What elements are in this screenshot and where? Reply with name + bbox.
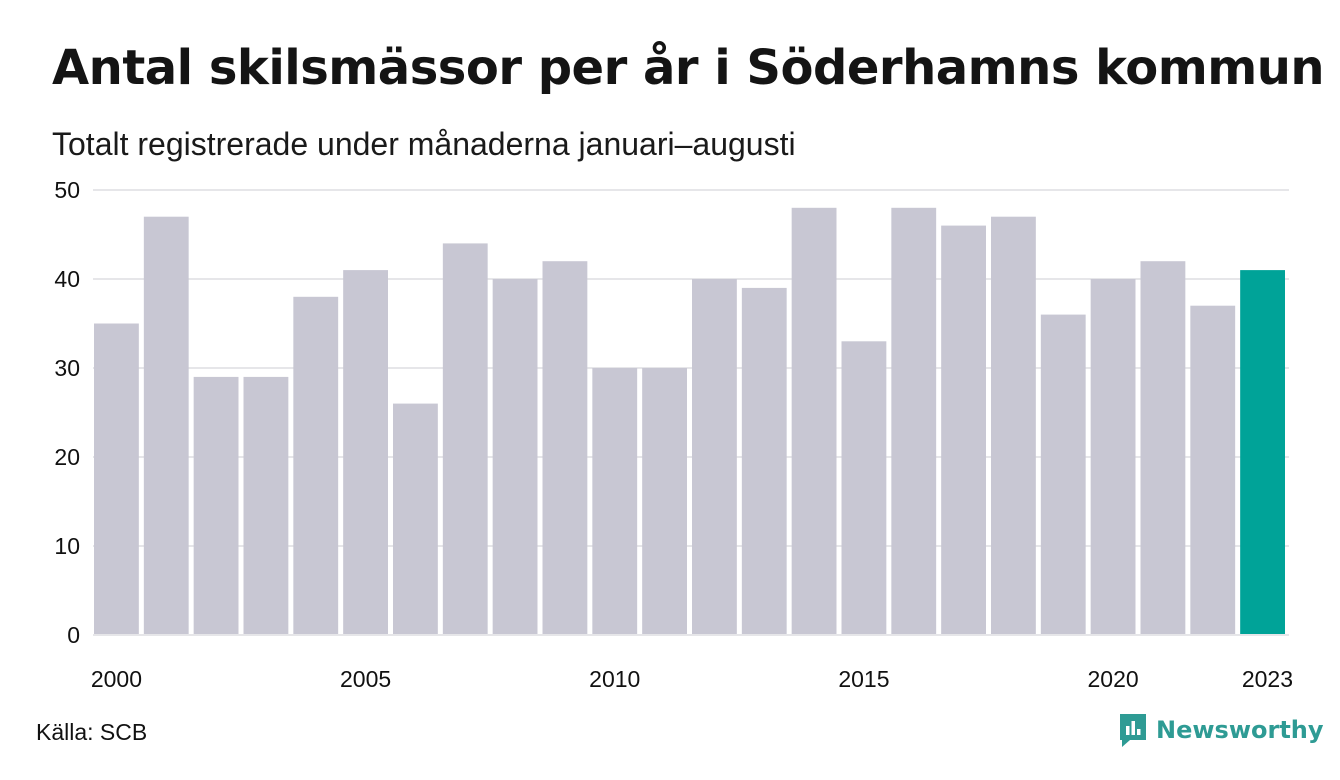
bar-2017[interactable] xyxy=(941,225,986,635)
bar-2022[interactable] xyxy=(1190,305,1236,635)
bar-2004[interactable] xyxy=(293,296,339,635)
bar-2002[interactable] xyxy=(193,376,239,635)
bar-2011[interactable] xyxy=(642,368,687,635)
bar-2010[interactable] xyxy=(592,368,638,635)
logo-text: Newsworthy xyxy=(1156,716,1324,744)
bar-2003[interactable] xyxy=(243,376,289,635)
x-tick-label: 2000 xyxy=(91,666,142,692)
bar-2016[interactable] xyxy=(891,207,937,636)
y-tick-label: 40 xyxy=(54,266,80,292)
source-note: Källa: SCB xyxy=(36,719,148,745)
bar-2014[interactable] xyxy=(791,207,837,636)
bar-2006[interactable] xyxy=(393,403,438,635)
bar-2018[interactable] xyxy=(991,216,1036,635)
x-tick-label: 2023 xyxy=(1242,666,1293,692)
bar-2020[interactable] xyxy=(1090,279,1136,635)
bar-2021[interactable] xyxy=(1140,261,1186,635)
newsworthy-logo[interactable]: Newsworthy xyxy=(1118,712,1324,748)
bar-2012[interactable] xyxy=(692,279,737,635)
bar-2019[interactable] xyxy=(1040,314,1086,635)
bar-2000[interactable] xyxy=(94,323,139,636)
chart-subtitle: Totalt registrerade under månaderna janu… xyxy=(52,126,796,162)
bar-2015[interactable] xyxy=(841,341,887,635)
x-tick-label: 2010 xyxy=(589,666,640,692)
y-tick-label: 50 xyxy=(54,177,80,203)
y-tick-label: 20 xyxy=(54,444,80,470)
bar-2001[interactable] xyxy=(143,216,189,635)
bar-2009[interactable] xyxy=(542,261,588,635)
x-tick-label: 2015 xyxy=(838,666,889,692)
bar-2005[interactable] xyxy=(343,270,388,635)
bar-2023[interactable] xyxy=(1240,270,1285,635)
y-tick-label: 10 xyxy=(54,533,80,559)
bar-2013[interactable] xyxy=(741,287,787,635)
bar-2007[interactable] xyxy=(442,243,488,635)
x-tick-label: 2005 xyxy=(340,666,391,692)
newsworthy-chart-icon xyxy=(1120,714,1146,747)
x-tick-label: 2020 xyxy=(1087,666,1138,692)
chart-title: Antal skilsmässor per år i Söderhamns ko… xyxy=(52,40,1325,96)
y-tick-label: 0 xyxy=(67,622,80,648)
bar-2008[interactable] xyxy=(492,279,538,635)
y-tick-label: 30 xyxy=(54,355,80,381)
